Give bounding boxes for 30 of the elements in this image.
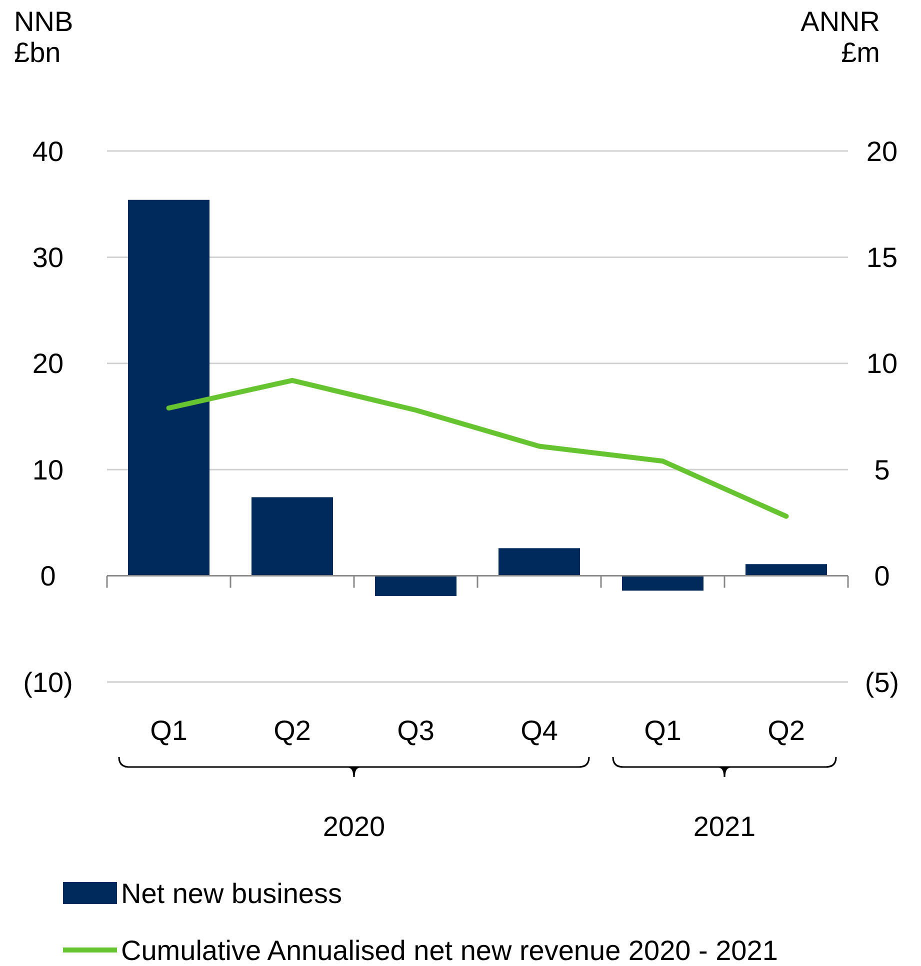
y-tick-label: 10 [32, 454, 64, 486]
text: 2021 [693, 810, 756, 842]
bar [622, 576, 704, 591]
y2-tick-label: 10 [866, 348, 898, 380]
legend-label: Cumulative Annualised net new revenue 2020 - 2021 [121, 934, 778, 966]
bar [128, 200, 210, 576]
y2-tick-label: (5) [864, 666, 900, 698]
bar [498, 548, 580, 576]
bar [374, 576, 457, 596]
bar [251, 497, 334, 576]
bar [745, 564, 828, 576]
y2-tick-label: 5 [874, 454, 890, 486]
y2-tick-label: 15 [866, 242, 898, 273]
x-tick-label: Q1 [150, 714, 188, 746]
y2-axis-title: ANNR £m [800, 6, 880, 68]
y2-tick-label: 20 [866, 136, 898, 167]
y-tick-label: (10) [23, 666, 73, 698]
y-tick-label: 20 [32, 348, 64, 380]
legend-label: Net new business [121, 878, 342, 909]
y-axis-title: NNB £bn [14, 6, 74, 68]
text: 2020 [322, 810, 386, 842]
x-tick-label: Q2 [274, 714, 311, 746]
y-tick-label: 30 [32, 242, 64, 273]
y-tick-label: 0 [40, 560, 56, 592]
x-tick-label: Q2 [768, 714, 805, 746]
y-tick-label: 40 [32, 136, 64, 167]
x-tick-label: Q3 [397, 714, 434, 746]
x-tick-label: Q4 [520, 714, 558, 746]
y2-tick-label: 0 [874, 560, 890, 592]
x-tick-label: Q1 [644, 714, 682, 746]
